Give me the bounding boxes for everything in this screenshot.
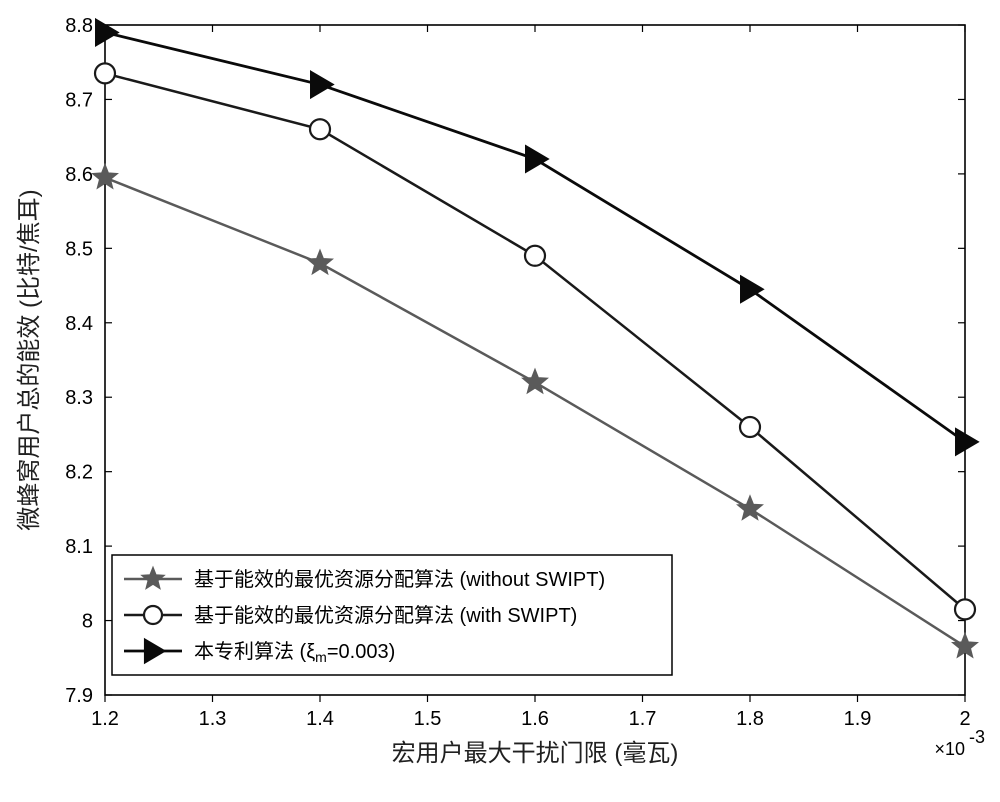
- x-tick-label: 1.7: [629, 708, 657, 730]
- legend-label: 本专利算法 (ξm=0.003): [194, 640, 395, 665]
- series-with_swipt: [95, 63, 975, 619]
- x-tick-label: 1.5: [414, 708, 442, 730]
- x-tick-label: 1.9: [844, 708, 872, 730]
- x-tick-label: 1.3: [199, 708, 227, 730]
- y-tick-label: 8: [82, 611, 93, 633]
- marker-circle: [95, 63, 115, 83]
- marker-triangle: [311, 71, 333, 97]
- marker-triangle: [526, 146, 548, 172]
- marker-circle: [525, 246, 545, 266]
- marker-triangle: [741, 276, 763, 302]
- chart-container: 1.21.31.41.51.61.71.81.927.988.18.28.38.…: [0, 0, 1000, 802]
- marker-circle: [310, 119, 330, 139]
- legend-label: 基于能效的最优资源分配算法 (with SWIPT): [194, 604, 577, 627]
- marker-circle: [740, 417, 760, 437]
- y-tick-label: 8.5: [65, 238, 93, 260]
- x-tick-label: 1.2: [91, 708, 119, 730]
- y-tick-label: 8.6: [65, 164, 93, 186]
- x-exponent-sup: -3: [969, 727, 985, 747]
- x-tick-label: 1.6: [521, 708, 549, 730]
- legend-row-without_swipt: 基于能效的最优资源分配算法 (without SWIPT): [124, 568, 605, 591]
- marker-triangle: [96, 19, 118, 45]
- y-axis-title: 微蜂窝用户总的能效 (比特/焦耳): [16, 189, 43, 530]
- y-tick-label: 8.4: [65, 313, 93, 335]
- marker-circle: [955, 599, 975, 619]
- x-exponent-label: ×10: [934, 739, 965, 759]
- marker-star: [523, 370, 547, 393]
- y-tick-label: 8.2: [65, 462, 93, 484]
- x-tick-label: 1.4: [306, 708, 334, 730]
- y-tick-label: 7.9: [65, 685, 93, 707]
- y-tick-label: 8.8: [65, 15, 93, 37]
- chart-svg: 1.21.31.41.51.61.71.81.927.988.18.28.38.…: [0, 0, 1000, 802]
- x-axis-title: 宏用户最大干扰门限 (毫瓦): [392, 740, 679, 767]
- y-tick-label: 8.1: [65, 536, 93, 558]
- x-tick-label: 1.8: [736, 708, 764, 730]
- marker-circle: [144, 606, 162, 624]
- y-tick-label: 8.7: [65, 89, 93, 111]
- legend-label: 基于能效的最优资源分配算法 (without SWIPT): [194, 568, 605, 591]
- marker-star: [308, 251, 332, 274]
- y-tick-label: 8.3: [65, 387, 93, 409]
- marker-triangle: [956, 429, 978, 455]
